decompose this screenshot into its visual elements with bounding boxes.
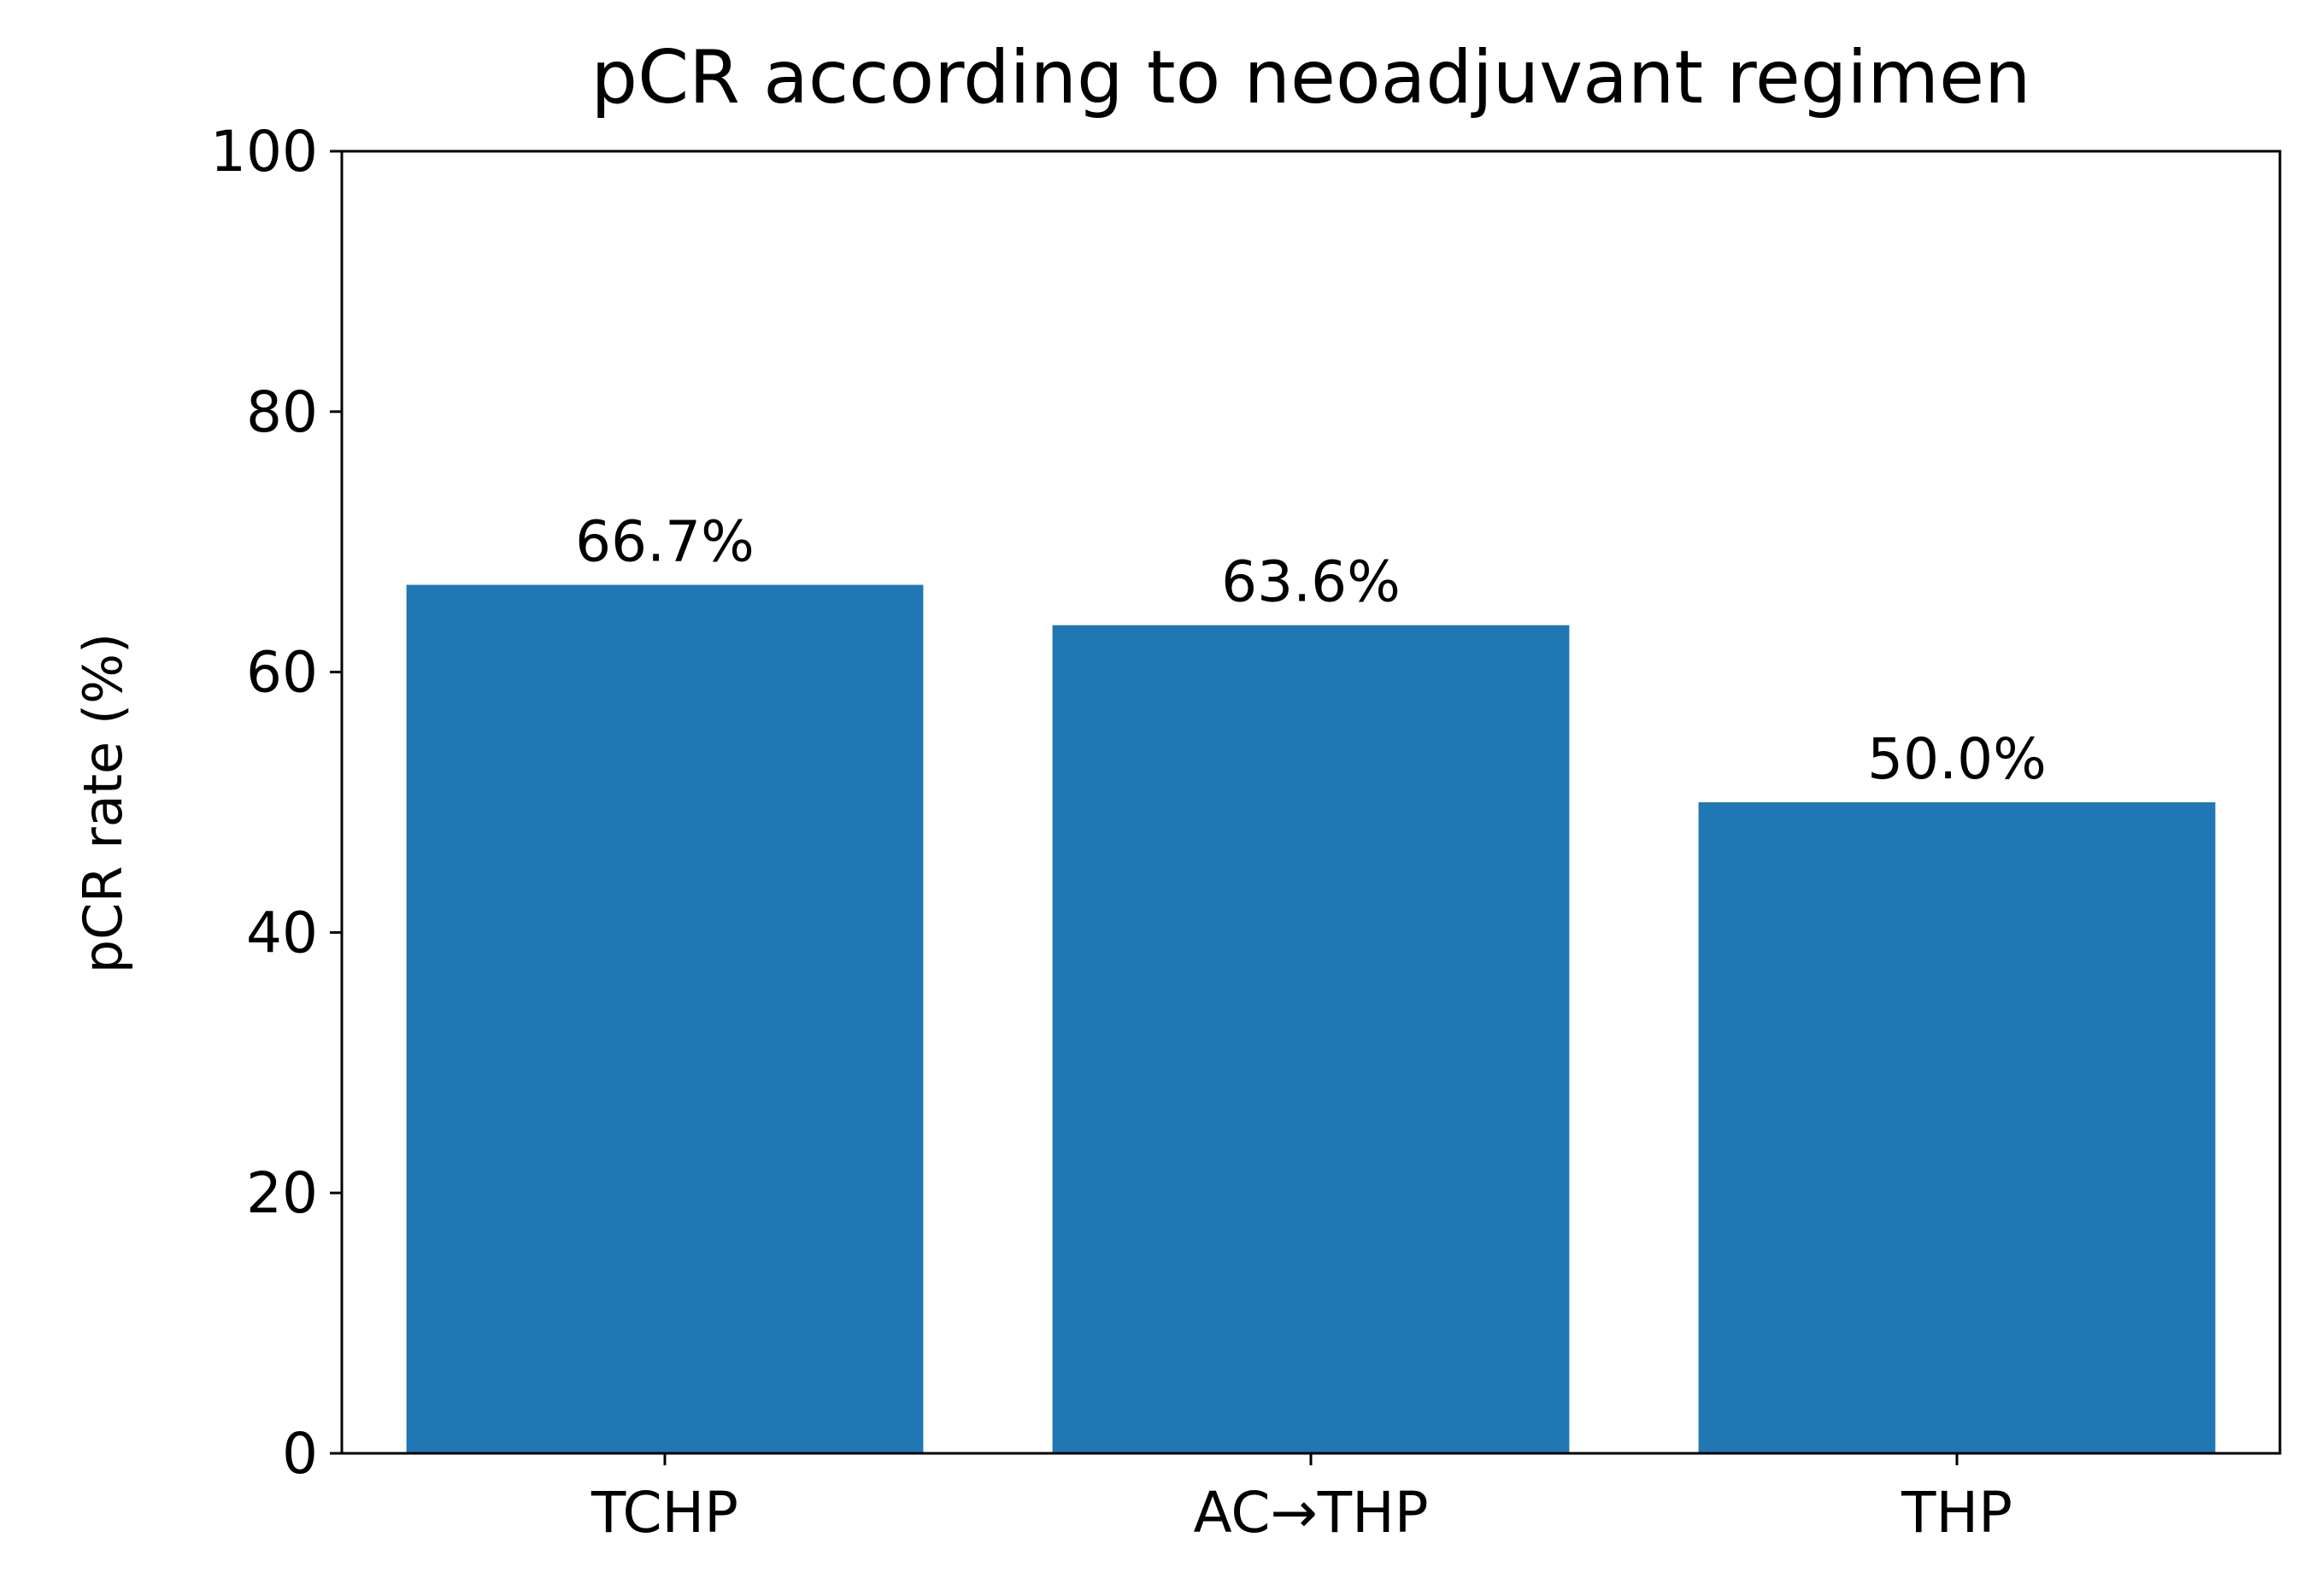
y-axis-label: pCR rate (%) <box>72 633 134 973</box>
bar-3 <box>1698 802 2216 1453</box>
y-tick-label-60: 60 <box>246 640 318 706</box>
x-ticks-group: TCHP AC→THP THP <box>590 1453 2012 1546</box>
y-tick-label-20: 20 <box>246 1160 318 1226</box>
y-tick-label-0: 0 <box>282 1421 318 1487</box>
plot-frame <box>340 150 2282 1455</box>
y-ticks-group: 0 20 40 60 80 100 <box>210 119 342 1487</box>
data-label-1: 66.7% <box>575 508 755 574</box>
x-tick-label-3: THP <box>1901 1480 2012 1546</box>
y-tick-label-40: 40 <box>246 900 318 965</box>
y-tick-label-100: 100 <box>210 119 318 185</box>
bars-group <box>406 584 2216 1453</box>
bar-1 <box>406 584 924 1453</box>
x-tick-label-2: AC→THP <box>1193 1480 1428 1546</box>
data-labels-group: 66.7% 63.6% 50.0% <box>575 508 2047 792</box>
bar-2 <box>1052 625 1570 1453</box>
data-label-3: 50.0% <box>1867 726 2047 792</box>
y-tick-label-80: 80 <box>246 379 318 445</box>
x-tick-label-1: TCHP <box>590 1480 738 1546</box>
chart-title: pCR according to neoadjuvant regimen <box>591 35 2031 120</box>
data-label-2: 63.6% <box>1221 549 1401 615</box>
